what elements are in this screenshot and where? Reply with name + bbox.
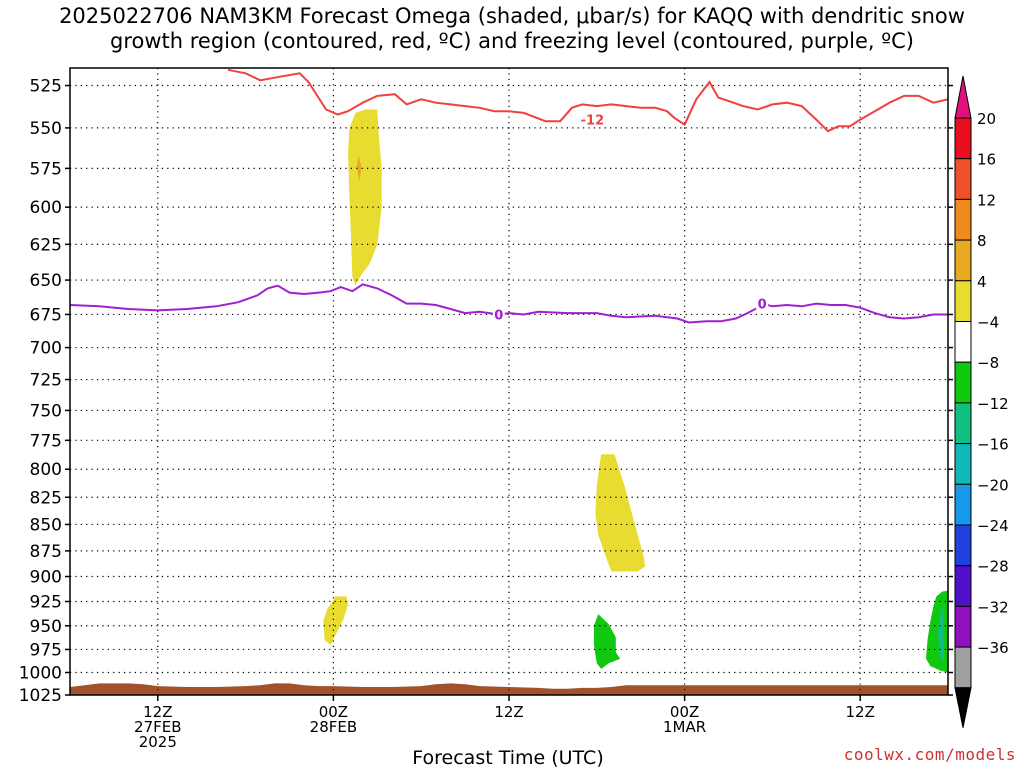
colorbar-label-4: 4 — [977, 273, 987, 291]
y-tick-label-700: 700 — [30, 339, 62, 359]
y-tick-label-550: 550 — [30, 119, 62, 139]
colorbar-label-12: −32 — [977, 598, 1009, 616]
colorbar-swatch-9 — [954, 483, 972, 526]
contour-layer: -12 0 0 — [69, 68, 949, 324]
colorbar-swatch-11 — [954, 565, 972, 607]
colorbar-swatch-5 — [954, 321, 972, 363]
y-tick-label-675: 675 — [30, 305, 62, 325]
y-tick-label-575: 575 — [30, 159, 62, 179]
x-tick-label-42-1: 1MAR — [663, 718, 706, 736]
omega-region-4 — [593, 614, 621, 669]
colorbar-label-3: 8 — [977, 232, 987, 250]
y-tick-label-900: 900 — [30, 568, 62, 588]
freezing-contour-label-2: 0 — [758, 298, 767, 313]
colorbar-swatch-6 — [954, 361, 972, 404]
y-tick-label-725: 725 — [30, 371, 62, 391]
x-axis-label: Forecast Time (UTC) — [412, 747, 603, 768]
y-tick-label-925: 925 — [30, 592, 62, 612]
colorbar-swatch-7 — [954, 402, 972, 445]
chart-title-line-2: growth region (contoured, red, ºC) and f… — [110, 29, 914, 53]
colorbar-label-1: 16 — [977, 151, 996, 169]
colorbar-swatch-0 — [954, 117, 972, 160]
y-tick-label-1000: 1000 — [19, 664, 62, 684]
dgz-contour-label: -12 — [581, 114, 605, 129]
colorbar-swatch-8 — [954, 443, 972, 485]
colorbar-bottom-arrow — [954, 687, 972, 728]
colorbar-swatch-4 — [954, 280, 972, 322]
y-tick-label-850: 850 — [30, 515, 62, 535]
colorbar-label-5: −4 — [977, 314, 999, 332]
colorbar-swatch-13 — [954, 646, 972, 689]
y-tick-label-950: 950 — [30, 617, 62, 637]
colorbar-top-arrow — [954, 75, 972, 119]
freezing-label-bg-1 — [492, 306, 505, 322]
colorbar-label-8: −16 — [977, 436, 1009, 454]
omega-region-2 — [595, 454, 646, 572]
colorbar-label-2: 12 — [977, 191, 996, 209]
y-tick-label-975: 975 — [30, 640, 62, 660]
x-tick-label-30-0: 12Z — [494, 703, 523, 721]
chart-title: 2025022706 NAM3KM Forecast Omega (shaded… — [0, 4, 1024, 54]
x-tick-label-42-0: 00Z — [670, 703, 699, 721]
y-tick-label-825: 825 — [30, 488, 62, 508]
colorbar-swatch-12 — [954, 605, 972, 648]
colorbar-swatch-3 — [954, 239, 972, 282]
colorbar-label-6: −8 — [977, 354, 999, 372]
colorbar-label-11: −28 — [977, 558, 1009, 576]
colorbar-swatch-2 — [954, 198, 972, 241]
y-tick-label-875: 875 — [30, 542, 62, 562]
y-tick-label-625: 625 — [30, 235, 62, 255]
colorbar-swatch-1 — [954, 158, 972, 200]
omega-region-0 — [348, 109, 382, 286]
y-tick-label-600: 600 — [30, 198, 62, 218]
y-tick-label-1025: 1025 — [19, 686, 62, 706]
colorbar-label-13: −36 — [977, 639, 1009, 657]
omega-region-5 — [926, 590, 948, 673]
x-tick-label-18-1: 28FEB — [310, 718, 357, 736]
omega-region-6 — [937, 606, 944, 664]
grid-layer — [70, 68, 948, 695]
colorbar-label-10: −24 — [977, 517, 1009, 535]
x-tick-label-6-2: 2025 — [139, 733, 177, 751]
x-tick-label-18-0: 00Z — [319, 703, 348, 721]
colorbar-label-0: 20 — [977, 110, 996, 128]
y-tick-label-800: 800 — [30, 460, 62, 480]
colorbar: 20 16 12 8 4 −4 −8 −12 −16 −20 −24 −28 −32 −36 — [954, 75, 1009, 728]
y-tick-label-650: 650 — [30, 271, 62, 291]
omega-region-3 — [323, 596, 348, 645]
x-tick-label-6-0: 12Z — [143, 703, 172, 721]
freezing-contour-label-1: 0 — [494, 308, 503, 323]
freezing-contour-line — [69, 283, 948, 324]
dgz-contour-line — [227, 68, 949, 133]
x-tick-label-6-1: 27FEB — [134, 718, 181, 736]
omega-region-1 — [356, 155, 362, 181]
x-tick-label-54-0: 12Z — [846, 703, 875, 721]
y-tick-label-775: 775 — [30, 431, 62, 451]
colorbar-label-7: −12 — [977, 395, 1009, 413]
y-axis: 525 550 575 600 625 650 675 700 725 750 775 800 825 8… — [19, 77, 953, 706]
colorbar-swatch-10 — [954, 524, 972, 567]
freezing-label-bg-2 — [756, 295, 769, 311]
y-tick-label-750: 750 — [30, 401, 62, 421]
site-credit: coolwx.com/models — [843, 745, 1016, 764]
colorbar-label-9: −20 — [977, 476, 1009, 494]
plot-fill-layer — [70, 109, 948, 695]
y-tick-label-525: 525 — [30, 77, 62, 97]
chart-title-line-1: 2025022706 NAM3KM Forecast Omega (shaded… — [59, 4, 965, 28]
